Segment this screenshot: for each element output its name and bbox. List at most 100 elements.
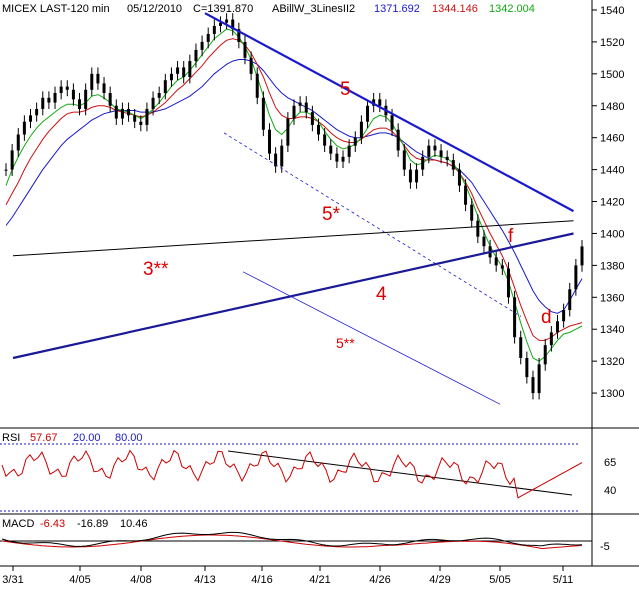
price-bar-body	[120, 108, 124, 119]
price-bar-body	[476, 220, 480, 237]
price-bar-body	[408, 169, 412, 183]
price-bars	[4, 13, 584, 400]
macd-line	[1, 531, 583, 547]
macd-value-2: -16.89	[77, 518, 108, 530]
price-bar-body	[35, 108, 39, 116]
header-line1-value: 1371.692	[374, 3, 420, 15]
macd-panel: MACD -6.43 -16.89 10.46 -5	[0, 518, 610, 553]
annotation-wave-5: 5	[340, 79, 351, 100]
macd-tick-minus-5: -5	[600, 541, 610, 553]
price-bar-body	[163, 80, 167, 93]
rsi-legend: RSI 57.67 20.00 80.00	[2, 432, 143, 444]
date-axis-ticks: 3/31 4/05 4/08 4/13 4/16 4/21 4/26 4/29 5/05 5/11	[2, 566, 573, 586]
price-bar-body	[457, 169, 461, 186]
price-bar-body	[445, 156, 449, 161]
y-tick-label: 1480	[600, 101, 624, 113]
y-tick-label: 1540	[600, 5, 624, 17]
price-bar-body	[16, 134, 20, 151]
price-bar-body	[151, 97, 155, 109]
price-bar-body	[549, 332, 553, 346]
price-bar-body	[145, 108, 149, 125]
price-bar-body	[206, 33, 210, 42]
wave-annotations: 5 5* 3** 4 5** f d	[143, 79, 552, 351]
header-legend: MICEX LAST-120 min 05/12/2010 C=1391.870…	[2, 3, 535, 15]
price-bar-body	[537, 364, 541, 394]
price-bar-body	[525, 357, 529, 378]
x-tick-label: 4/08	[130, 574, 151, 586]
price-bar-body	[427, 145, 431, 157]
price-bar-body	[464, 185, 468, 205]
y-tick-label: 1400	[600, 228, 624, 240]
price-bar-body	[415, 169, 419, 183]
x-tick-label: 4/05	[69, 574, 90, 586]
price-bar-body	[292, 105, 296, 119]
rsi-lower-level: 20.00	[73, 432, 101, 444]
price-bar-body	[298, 102, 302, 106]
price-bar-body	[4, 169, 8, 171]
rsi-tick-40: 40	[604, 485, 616, 497]
price-bar-body	[500, 265, 504, 269]
price-bar-body	[249, 57, 253, 74]
price-bar-body	[41, 97, 45, 109]
y-tick-label: 1300	[600, 388, 624, 400]
price-bar-body	[255, 73, 259, 98]
y-tick-label: 1420	[600, 197, 624, 209]
header-symbol: MICEX LAST-120 min	[2, 3, 110, 15]
y-tick-label: 1460	[600, 133, 624, 145]
price-bar-body	[378, 99, 382, 106]
price-bar-body	[482, 236, 486, 247]
price-bar-body	[402, 150, 406, 170]
header-indicator-name: ABillW_3LinesII2	[272, 3, 355, 15]
macd-signal-line	[1, 534, 583, 550]
trend-line-4	[12, 232, 574, 360]
price-bar-body	[329, 145, 333, 154]
price-bar-body	[90, 73, 94, 90]
x-tick-label: 4/26	[369, 574, 390, 586]
price-bar-body	[157, 92, 161, 98]
x-tick-label: 3/31	[2, 574, 23, 586]
price-bar-body	[439, 150, 443, 157]
price-bar-body	[286, 118, 290, 146]
price-bar-body	[133, 115, 137, 122]
price-bar-body	[200, 41, 204, 50]
header-close: C=1391.870	[193, 3, 253, 15]
x-tick-label: 4/29	[429, 574, 450, 586]
price-bar-body	[506, 268, 510, 298]
price-bar-body	[519, 337, 523, 358]
rsi-value: 57.67	[30, 432, 58, 444]
price-bar-body	[390, 115, 394, 130]
macd-value-3: 10.46	[120, 518, 148, 530]
rsi-line	[1, 449, 583, 499]
x-tick-label: 4/16	[251, 574, 272, 586]
price-bar-body	[353, 137, 357, 146]
price-bar-body	[543, 345, 547, 365]
x-tick-label: 5/11	[553, 574, 574, 586]
price-bar-body	[65, 86, 69, 90]
price-bar-body	[108, 92, 112, 106]
series-line-1	[5, 59, 583, 314]
price-bar-body	[84, 89, 88, 109]
y-tick-label: 1360	[600, 292, 624, 304]
y-tick-label: 1440	[600, 165, 624, 177]
y-tick-label: 1500	[600, 69, 624, 81]
trend-lines	[12, 12, 575, 405]
price-bar-body	[580, 246, 584, 266]
annotation-wave-3-double-star: 3**	[143, 259, 169, 280]
price-bar-body	[114, 105, 118, 119]
price-bar-body	[212, 25, 216, 34]
price-bar-body	[366, 105, 370, 122]
price-bar-body	[310, 112, 314, 125]
price-bar-body	[127, 108, 131, 116]
price-bar-body	[494, 257, 498, 266]
price-bar-body	[451, 160, 455, 170]
price-bar-body	[225, 19, 229, 23]
annotation-d: d	[541, 307, 552, 328]
price-bar-body	[59, 86, 63, 93]
price-bar-body	[568, 289, 572, 311]
y-tick-label: 1380	[600, 260, 624, 272]
price-bar-body	[280, 145, 284, 167]
rsi-tick-65: 65	[604, 457, 616, 469]
price-axis-ticks: 1540 1520 1500 1480 1460 1440 1420 1400 1380 1360…	[592, 5, 624, 400]
price-bar-body	[53, 92, 57, 103]
